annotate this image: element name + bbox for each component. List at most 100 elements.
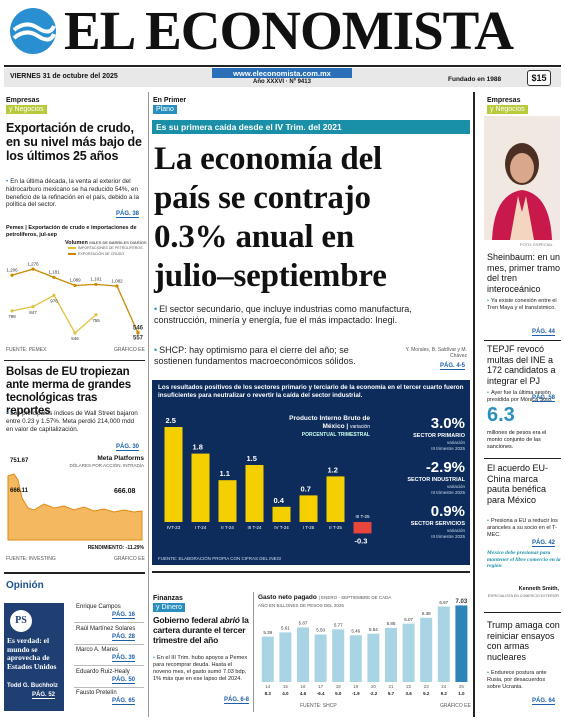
bar bbox=[191, 453, 210, 522]
year-label: 19 bbox=[353, 684, 359, 689]
chart-unit: DÓLARES POR ACCIÓN, INTRADÍA bbox=[69, 463, 144, 468]
chart-title: Meta Platforms bbox=[97, 455, 144, 462]
bar bbox=[437, 606, 450, 682]
bar bbox=[402, 623, 415, 682]
year-label: 20 bbox=[371, 684, 377, 689]
year-label: 24 bbox=[441, 684, 447, 689]
point bbox=[73, 283, 77, 288]
pib-chart: 2.5 IVT-23 1.8 I T-24 1.1 II T-24 1.5 III T-24 0… bbox=[164, 416, 372, 545]
column-rule bbox=[473, 92, 475, 717]
columnist-name: Eduardo Ruiz-Healy bbox=[76, 668, 130, 675]
point-label: 1,181 bbox=[48, 270, 60, 275]
year-label: 21 bbox=[388, 684, 394, 689]
page-ref: PÁG. 16 bbox=[112, 612, 136, 619]
year-label: 15 bbox=[283, 684, 289, 689]
point bbox=[31, 267, 35, 271]
rule bbox=[74, 686, 144, 688]
page-ref: PÁG. 6-8 bbox=[224, 697, 250, 704]
point bbox=[52, 275, 56, 280]
subsection: y Negocios bbox=[487, 105, 528, 114]
point-label: 1,206 bbox=[6, 267, 18, 272]
stat-label: SECTOR INDUSTRIAL bbox=[407, 477, 465, 483]
bar-label: 0.7 bbox=[301, 484, 311, 493]
bullet: Presiona a EU a reducir los aranceles a … bbox=[487, 518, 559, 539]
bullet: SHCP: hay optimismo para el cierre del a… bbox=[154, 345, 384, 367]
columnist-name: Enrique Campos bbox=[76, 604, 121, 610]
page-ref: PÁG. 42 bbox=[532, 540, 556, 547]
stat-period: III trimestre 2025 bbox=[431, 446, 465, 451]
kicker-bar bbox=[152, 120, 470, 134]
unit-title: Volumen bbox=[65, 240, 88, 246]
category-label: II T-24 bbox=[221, 525, 234, 530]
feature-headline: Es verdad: el mundo se aprovecha de Esta… bbox=[7, 636, 57, 671]
chart-footer-source: FUENTE: PEMEX bbox=[6, 347, 47, 353]
headline-line: julio–septiembre bbox=[154, 258, 387, 294]
gasto-note: ENERO - SEPTIEMBRE DE CADA bbox=[321, 595, 392, 600]
point-label: 1,276 bbox=[27, 261, 39, 266]
columnist-name: Marco A. Mares bbox=[76, 647, 119, 653]
face bbox=[510, 153, 534, 183]
year-label: 16 bbox=[300, 684, 306, 689]
page-ref: PÁG. 38 bbox=[116, 211, 140, 218]
headline: El acuerdo EU-China marca pauta benéfica… bbox=[487, 463, 549, 505]
logo bbox=[10, 8, 56, 54]
point bbox=[10, 273, 14, 277]
section: Finanzas bbox=[153, 595, 183, 602]
bar-label: 5.50 bbox=[316, 628, 325, 633]
point-label: 546 bbox=[133, 326, 144, 332]
meta-area bbox=[7, 473, 143, 541]
growth-label: -6.4 bbox=[317, 691, 325, 696]
bar bbox=[420, 617, 433, 682]
chart-unit: Volumen MILES DE BARRILES DIARIOS bbox=[65, 240, 147, 246]
bullet: En la última década, la venta al exterio… bbox=[6, 178, 142, 209]
year-label: 14 bbox=[265, 684, 271, 689]
growth-label: 5.0 bbox=[335, 691, 342, 696]
photo bbox=[484, 116, 560, 240]
category-label: I T-24 bbox=[195, 525, 207, 530]
category-label: III T-25 bbox=[356, 514, 370, 519]
rule bbox=[4, 65, 561, 67]
bar bbox=[455, 605, 468, 682]
headline: Exportación de crudo, en su nivel más ba… bbox=[6, 121, 142, 163]
subsection: y Dinero bbox=[153, 603, 186, 612]
chart-credit: GRÁFICO EE bbox=[114, 556, 145, 562]
headline-part: la cartera durante el tercer trimestre d… bbox=[153, 615, 249, 645]
stat-note: variación bbox=[446, 440, 465, 445]
year-label: 25 bbox=[459, 684, 465, 689]
legend-label: IMPORTACIONES DE PETROLÍFEROS bbox=[78, 246, 143, 250]
neck bbox=[510, 196, 534, 240]
headline: Gobierno federal abrió la cartera durant… bbox=[153, 615, 253, 645]
gasto-chart: 5.39 14 8.3 5.61 15 4.0 5.87 16 4.6 5.50 17 -6.4 5.7… bbox=[261, 599, 468, 696]
gasto-title-note: | ENERO - SEPTIEMBRE DE CADA bbox=[318, 595, 392, 600]
rule bbox=[74, 643, 144, 645]
quote-role: ESPECIALISTA EN COMERCIO EXTERIOR bbox=[487, 594, 559, 598]
category-label: II T-25 bbox=[329, 525, 342, 530]
headline-line: 0.3% anual en bbox=[154, 219, 355, 255]
page-ref: PÁG. 65 bbox=[112, 698, 136, 705]
section-tag: Finanzas y Dinero bbox=[153, 594, 186, 612]
page-ref: PÁG. 50 bbox=[112, 676, 136, 684]
page-ref: PÁG. 30 bbox=[116, 444, 140, 451]
bar-label: 1.1 bbox=[220, 469, 230, 478]
pib-intro: Los resultados positivos de los sectores… bbox=[158, 384, 464, 399]
section-tag: Empresas y Negocios bbox=[6, 96, 47, 114]
stat-value: 0.9% bbox=[430, 503, 465, 520]
logo-wave bbox=[12, 30, 56, 42]
quote-author: Kenneth Smith, bbox=[518, 586, 559, 592]
page-ref: PÁG. 39 bbox=[112, 655, 136, 662]
section-tag: En Primer Plano bbox=[153, 96, 186, 114]
section: En Primer bbox=[153, 97, 187, 104]
bar-label: 5.87 bbox=[299, 621, 308, 626]
stat-note: variación bbox=[446, 528, 465, 533]
bar bbox=[218, 480, 237, 522]
bar-label: 5.46 bbox=[351, 628, 360, 633]
section: Empresas bbox=[487, 97, 521, 104]
stat-value: -2.9% bbox=[425, 459, 465, 476]
bar bbox=[353, 522, 372, 534]
gasto-source: FUENTE: SHCP bbox=[300, 703, 337, 709]
date: VIERNES 31 de octubre del 2025 bbox=[10, 73, 118, 80]
point-label: 755 bbox=[92, 318, 100, 323]
feature-author: Todd G. Buchholz bbox=[7, 683, 58, 689]
bar bbox=[245, 465, 264, 522]
bar bbox=[279, 632, 292, 682]
